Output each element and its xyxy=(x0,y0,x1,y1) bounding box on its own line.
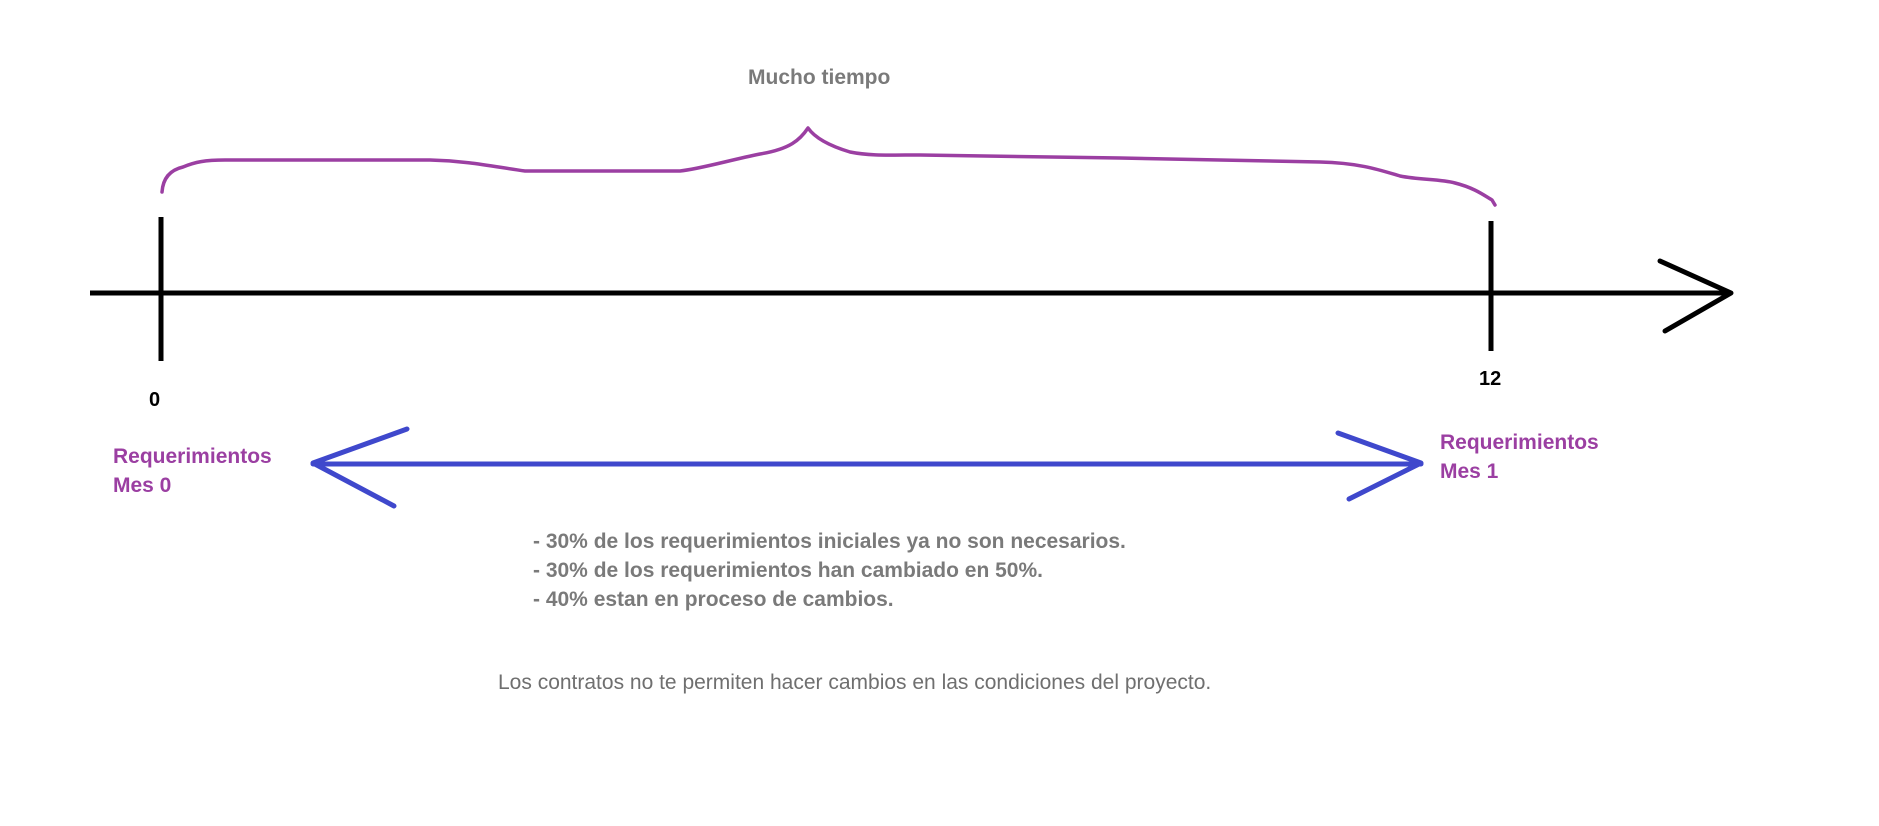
time-axis-arrowhead xyxy=(1657,258,1734,334)
right-requirements-line2: Mes 1 xyxy=(1440,460,1499,483)
finding-item: - 30% de los requerimientos han cambiado… xyxy=(533,559,1043,582)
left-requirements-line2: Mes 0 xyxy=(113,474,172,497)
left-requirements-label: Requerimientos Mes 0 xyxy=(113,442,272,500)
top-label: Mucho tiempo xyxy=(748,66,891,89)
left-requirements-line1: Requerimientos xyxy=(113,445,272,468)
curly-brace xyxy=(160,126,1497,207)
right-requirements-line1: Requerimientos xyxy=(1440,431,1599,454)
end-tick-label: 12 xyxy=(1479,368,1502,390)
findings-list: - 30% de los requerimientos iniciales ya… xyxy=(533,527,1126,614)
finding-item: - 40% estan en proceso de cambios. xyxy=(533,588,894,611)
finding-item: - 30% de los requerimientos iniciales ya… xyxy=(533,530,1126,553)
contract-note: Los contratos no te permiten hacer cambi… xyxy=(498,671,1212,694)
range-arrow-right-head xyxy=(1335,430,1424,502)
range-arrow-left-head xyxy=(310,426,410,509)
start-tick-label: 0 xyxy=(149,389,161,411)
right-requirements-label: Requerimientos Mes 1 xyxy=(1440,428,1599,486)
